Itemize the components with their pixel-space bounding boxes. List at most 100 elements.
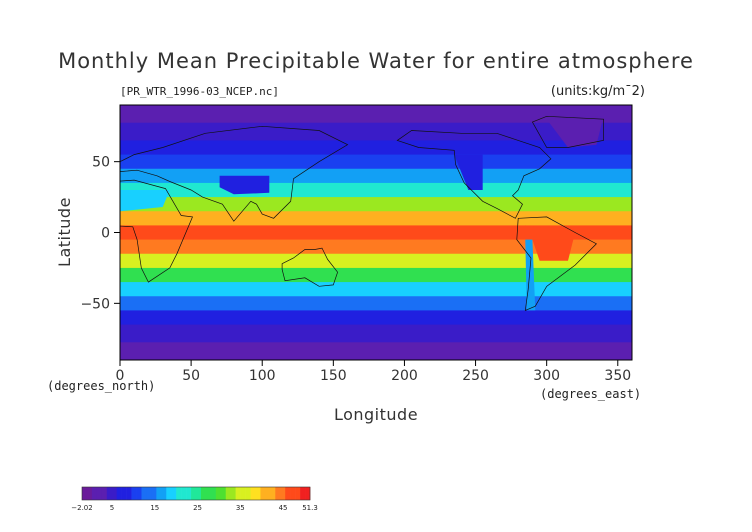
colorbar-tick-label: 35 bbox=[236, 504, 245, 512]
colorbar-cell bbox=[171, 487, 177, 500]
colorbar-cell bbox=[191, 487, 197, 500]
colorbar-frame bbox=[81, 486, 311, 501]
africa-coastline bbox=[120, 179, 194, 283]
eurasia-coastline bbox=[120, 125, 349, 222]
colorbar-cell bbox=[121, 487, 127, 500]
amazon-region bbox=[525, 225, 576, 261]
colorbar-cell bbox=[86, 487, 93, 500]
y-axis-title: Latitude bbox=[55, 197, 74, 267]
colorbar-tick-label: 51.3 bbox=[302, 504, 318, 512]
heatmap-plot-area bbox=[120, 105, 632, 360]
heatmap-band bbox=[120, 342, 632, 360]
heatmap-band bbox=[120, 253, 632, 269]
colorbar-tick-label: 45 bbox=[279, 504, 288, 512]
x-tick-label: 250 bbox=[462, 368, 489, 384]
colorbar-cell bbox=[205, 487, 212, 500]
heatmap-band bbox=[120, 282, 632, 297]
colorbar-tick-label: 25 bbox=[193, 504, 202, 512]
x-axis-ticks: 0 50 100 150 200 250 300 350 bbox=[116, 360, 631, 384]
heatmap-band bbox=[120, 197, 632, 212]
colorbar-tick-label: −2.02 bbox=[71, 504, 92, 512]
colorbar-tick-label: 5 bbox=[110, 504, 114, 512]
units-label: (units:kg/m¯2) bbox=[551, 84, 645, 99]
heatmap-band bbox=[120, 105, 632, 124]
x-axis-title: Longitude bbox=[334, 405, 418, 424]
x-tick-label: 100 bbox=[249, 368, 276, 384]
sahara-region bbox=[120, 190, 170, 212]
colorbar-cell bbox=[82, 487, 88, 500]
colorbar-cell bbox=[255, 487, 261, 500]
australia-coastline bbox=[281, 247, 338, 287]
x-tick-label: 150 bbox=[320, 368, 347, 384]
heatmap-band bbox=[120, 296, 632, 311]
y-tick-label: −50 bbox=[80, 296, 110, 312]
colorbar-cell bbox=[235, 487, 241, 500]
colorbar-cell bbox=[161, 487, 167, 500]
colorbar-cell bbox=[101, 487, 108, 500]
colorbar-cell bbox=[176, 487, 182, 500]
colorbar-cell bbox=[295, 487, 301, 500]
latitude-bands bbox=[120, 105, 632, 360]
colorbar-cell bbox=[196, 487, 202, 500]
colorbar-cell bbox=[126, 487, 132, 500]
x-tick-label: 50 bbox=[182, 368, 200, 384]
colorbar-cell bbox=[230, 487, 236, 500]
y-tick-label: 0 bbox=[101, 226, 110, 242]
plateau-region bbox=[219, 175, 270, 195]
colorbar-cell bbox=[116, 487, 122, 500]
colorbar-cell bbox=[305, 487, 311, 500]
colorbar-cell bbox=[300, 487, 306, 500]
coastline-outlines bbox=[120, 115, 604, 311]
heatmap-band bbox=[120, 182, 632, 198]
heatmap-band bbox=[120, 168, 632, 184]
colorbar-cell bbox=[260, 487, 266, 500]
chart-title: Monthly Mean Precipitable Water for enti… bbox=[58, 49, 694, 73]
south-america-coastline bbox=[516, 216, 597, 311]
heatmap-band bbox=[120, 154, 632, 170]
colorbar-cell bbox=[200, 487, 207, 500]
x-tick-label: 0 bbox=[116, 368, 125, 384]
colorbar-cell bbox=[131, 487, 137, 500]
x-tick-label: 200 bbox=[391, 368, 418, 384]
colorbar-cell bbox=[250, 487, 256, 500]
x-tick-label: 350 bbox=[604, 368, 631, 384]
colorbar-cell bbox=[270, 487, 276, 500]
heatmap-band bbox=[120, 225, 632, 241]
colorbar bbox=[81, 486, 311, 501]
heatmap-band bbox=[120, 122, 632, 141]
y-axis-ticks: 50 0 −50 bbox=[80, 155, 120, 312]
colorbar-cell bbox=[215, 487, 222, 500]
colorbar-cell bbox=[141, 487, 147, 500]
colorbar-ticks: −2.02 5 15 25 35 45 51.3 bbox=[71, 504, 318, 512]
y-tick-label: 50 bbox=[92, 155, 110, 171]
colorbar-cell bbox=[156, 487, 162, 500]
colorbar-cell bbox=[275, 487, 281, 500]
colorbar-cell bbox=[91, 487, 98, 500]
colorbar-tick-label: 15 bbox=[150, 504, 159, 512]
rockies-region bbox=[454, 154, 483, 190]
land-features bbox=[120, 116, 604, 311]
colorbar-cell bbox=[210, 487, 217, 500]
colorbar-cell bbox=[290, 487, 296, 500]
colorbar-cell bbox=[106, 487, 113, 500]
heatmap-band bbox=[120, 267, 632, 283]
colorbar-cell bbox=[280, 487, 286, 500]
colorbar-cell bbox=[151, 487, 157, 500]
north-america-coastline bbox=[396, 130, 552, 219]
heatmap-band bbox=[120, 239, 632, 255]
heatmap-band bbox=[120, 211, 632, 226]
x-axis-unit-label: (degrees_east) bbox=[540, 387, 641, 401]
greenland-region bbox=[546, 116, 604, 148]
colorbar-cell bbox=[186, 487, 192, 500]
y-axis-unit-label: (degrees_north) bbox=[47, 379, 155, 393]
greenland-coastline bbox=[531, 115, 604, 148]
x-tick-label: 300 bbox=[533, 368, 560, 384]
colorbar-cell bbox=[240, 487, 246, 500]
heatmap-band bbox=[120, 310, 632, 326]
colorbar-cell bbox=[166, 487, 172, 500]
colorbar-cell bbox=[136, 487, 142, 500]
source-file-label: [PR_WTR_1996-03_NCEP.nc] bbox=[120, 85, 279, 98]
colorbar-cell bbox=[146, 487, 152, 500]
heatmap-band bbox=[120, 140, 632, 156]
